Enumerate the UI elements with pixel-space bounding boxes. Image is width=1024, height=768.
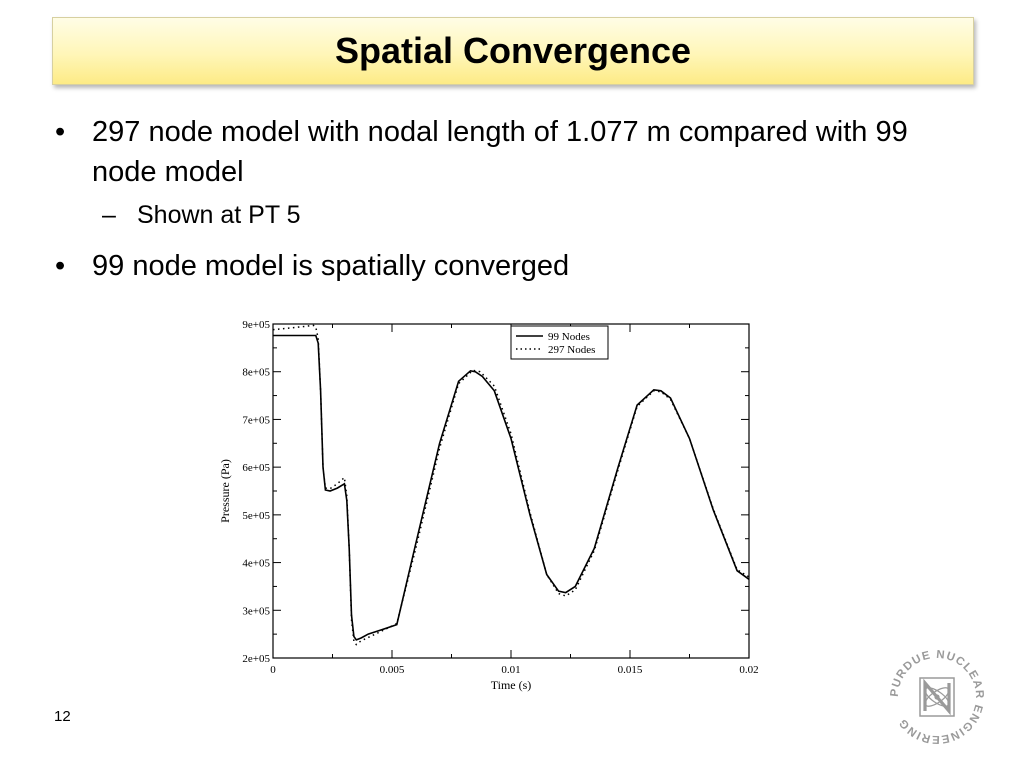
x-tick-label: 0.015 bbox=[618, 664, 643, 676]
chart-series bbox=[272, 324, 750, 646]
bullet-item-2: • 99 node model is spatially converged bbox=[55, 246, 965, 286]
chart-axes: 0 0.005 0.01 0.015 0.02 2e+05 3e+05 4e+05 5e+05 6… bbox=[218, 319, 759, 692]
y-tick-label: 7e+05 bbox=[242, 414, 270, 426]
legend-label-2: 297 Nodes bbox=[548, 344, 595, 356]
legend-box bbox=[510, 325, 609, 360]
y-tick-label: 9e+05 bbox=[242, 319, 270, 331]
x-tick-label: 0.02 bbox=[739, 664, 758, 676]
bullet-text-2: 99 node model is spatially converged bbox=[92, 250, 570, 282]
series-line-1 bbox=[273, 334, 750, 641]
x-tick-label: 0 bbox=[270, 664, 276, 676]
title-banner: Spatial Convergence bbox=[52, 17, 974, 85]
legend-label-1: 99 Nodes bbox=[548, 331, 590, 343]
sub-bullet-text-1: Shown at PT 5 bbox=[137, 201, 301, 229]
x-axis-label: Time (s) bbox=[491, 678, 532, 692]
sub-bullet-glyph: – bbox=[102, 201, 116, 229]
slide-title: Spatial Convergence bbox=[334, 30, 692, 71]
y-tick-label: 2e+05 bbox=[242, 653, 270, 665]
bullet-glyph: • bbox=[55, 250, 66, 282]
bullet-item-1: • 297 node model with nodal length of 1.… bbox=[55, 112, 965, 192]
y-axis-label: Pressure (Pa) bbox=[218, 459, 232, 523]
plot-frame bbox=[272, 323, 750, 659]
x-tick-label: 0.005 bbox=[380, 664, 405, 676]
x-tick-label: 0.01 bbox=[501, 664, 520, 676]
y-tick-label: 3e+05 bbox=[242, 605, 270, 617]
bullet-glyph: • bbox=[55, 116, 66, 148]
bullet-text-1: 297 node model with nodal length of 1.07… bbox=[92, 116, 908, 188]
pressure-time-chart: 0 0.005 0.01 0.015 0.02 2e+05 3e+05 4e+05 5e+05 6… bbox=[218, 319, 759, 692]
y-tick-label: 4e+05 bbox=[242, 558, 270, 570]
page-number: 12 bbox=[54, 708, 71, 725]
y-tick-label: 5e+05 bbox=[242, 510, 270, 522]
bullet-list: • 297 node model with nodal length of 1.… bbox=[55, 112, 965, 286]
sub-bullet-item-1: – Shown at PT 5 bbox=[55, 198, 965, 232]
purdue-nuclear-engineering-logo: PURDUE NUCLEAR ENGINEERING bbox=[889, 649, 984, 745]
series-line-2 bbox=[272, 324, 750, 646]
y-tick-label: 6e+05 bbox=[242, 462, 270, 474]
y-tick-label: 8e+05 bbox=[242, 367, 270, 379]
